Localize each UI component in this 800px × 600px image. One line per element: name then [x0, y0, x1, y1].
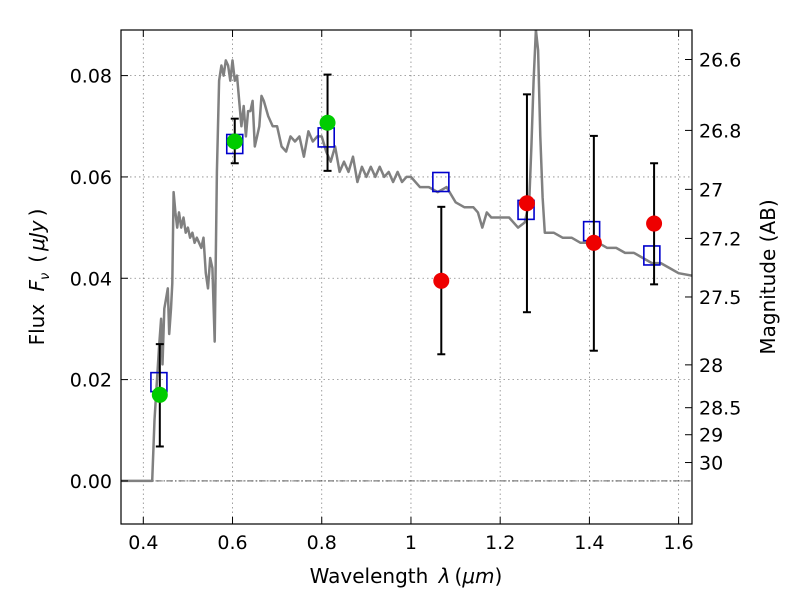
plot-frame	[120, 29, 693, 525]
x-tick-label: 1	[405, 532, 417, 554]
magnitude-tick-label: 28.5	[699, 398, 741, 420]
y-tick-label: 0.04	[70, 268, 112, 290]
x-axis-label: Wavelength λ (μm)	[310, 564, 503, 588]
y-tick-label: 0.06	[70, 167, 112, 189]
y-axis-label: Flux Fν(μJy)	[25, 209, 53, 346]
model-box-marker	[432, 171, 450, 193]
model-box-marker	[643, 245, 661, 266]
x-tick-label: 1.4	[574, 532, 604, 554]
magnitude-tick-label: 30	[699, 453, 723, 475]
red-data-point	[585, 234, 602, 251]
magnitude-tick-label: 26.6	[699, 50, 741, 72]
magnitude-tick-label: 26.8	[699, 120, 741, 142]
x-tick-label: 1.6	[664, 532, 694, 554]
red-data-point	[433, 272, 450, 289]
x-tick-label: 0.4	[128, 532, 158, 554]
red-data-point	[518, 195, 535, 212]
x-tick-label: 0.8	[307, 532, 337, 554]
x-tick-label: 1.2	[485, 532, 515, 554]
green-data-point	[151, 386, 168, 403]
x-tick-label: 0.6	[217, 532, 247, 554]
magnitude-tick-label: 27.2	[699, 228, 741, 250]
magnitude-tick-label: 27.5	[699, 287, 741, 309]
magnitude-tick-label: 29	[699, 425, 723, 447]
red-data-point	[646, 215, 663, 232]
y-tick-label: 0.00	[70, 471, 112, 493]
y-tick-label: 0.08	[70, 66, 112, 88]
green-data-point	[319, 114, 336, 131]
axis-ticks: 0.4 0.6 0.8 1 1.2 1.4 1.6 0.00 0.02 0.04 0.06 0.08 2…	[70, 30, 741, 554]
model-spectrum-line	[121, 30, 692, 483]
y-tick-label: 0.02	[70, 370, 112, 392]
magnitude-axis-label: Magnitude (AB)	[756, 199, 780, 354]
magnitude-tick-label: 28	[699, 355, 723, 377]
green-data-point	[226, 133, 243, 150]
data-layer	[121, 30, 692, 483]
magnitude-tick-label: 27	[699, 179, 723, 201]
